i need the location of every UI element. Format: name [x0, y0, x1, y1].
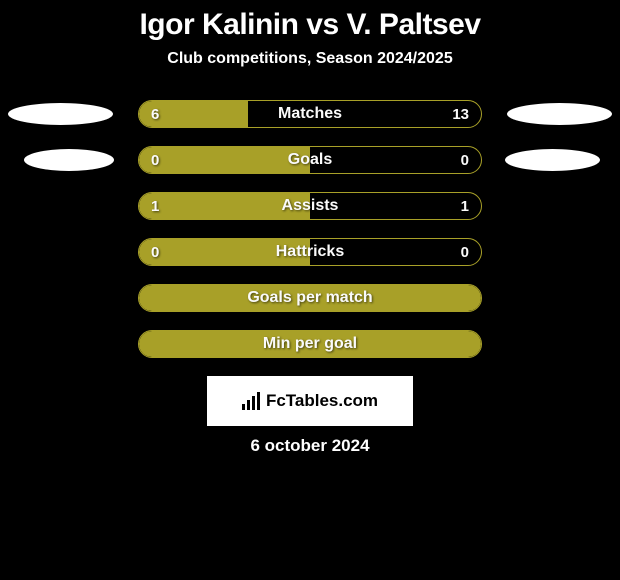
stat-bar-assists: 1 Assists 1 [138, 192, 482, 220]
stat-row-goals-per-match: Goals per match [0, 284, 620, 312]
stat-bar-matches: 6 Matches 13 [138, 100, 482, 128]
date-label: 6 october 2024 [0, 436, 620, 456]
fctables-logo: FcTables.com [207, 376, 413, 426]
stat-label: Hattricks [139, 243, 481, 261]
stat-label: Assists [139, 197, 481, 215]
stat-label: Goals per match [139, 289, 481, 307]
bars-icon [242, 392, 260, 410]
page-title: Igor Kalinin vs V. Paltsev [0, 8, 620, 42]
stat-bar-goals: 0 Goals 0 [138, 146, 482, 174]
stat-value-right: 0 [461, 152, 469, 169]
stat-value-right: 0 [461, 244, 469, 261]
stat-bar-hattricks: 0 Hattricks 0 [138, 238, 482, 266]
stat-bar-goals-per-match: Goals per match [138, 284, 482, 312]
stats-section: 6 Matches 13 0 Goals 0 1 Assists 1 [0, 100, 620, 358]
stat-value-right: 13 [452, 106, 469, 123]
stat-bar-min-per-goal: Min per goal [138, 330, 482, 358]
logo-content: FcTables.com [242, 391, 378, 411]
stat-row-matches: 6 Matches 13 [0, 100, 620, 128]
player-left-ellipse [8, 103, 113, 125]
stat-label: Goals [139, 151, 481, 169]
stat-row-min-per-goal: Min per goal [0, 330, 620, 358]
stat-label: Matches [139, 105, 481, 123]
player-right-ellipse [505, 149, 600, 171]
player-left-ellipse [24, 149, 114, 171]
player-right-ellipse [507, 103, 612, 125]
stats-comparison-card: Igor Kalinin vs V. Paltsev Club competit… [0, 0, 620, 456]
stat-row-goals: 0 Goals 0 [0, 146, 620, 174]
page-subtitle: Club competitions, Season 2024/2025 [0, 50, 620, 68]
logo-text: FcTables.com [266, 391, 378, 411]
stat-label: Min per goal [139, 335, 481, 353]
stat-row-hattricks: 0 Hattricks 0 [0, 238, 620, 266]
stat-row-assists: 1 Assists 1 [0, 192, 620, 220]
stat-value-right: 1 [461, 198, 469, 215]
